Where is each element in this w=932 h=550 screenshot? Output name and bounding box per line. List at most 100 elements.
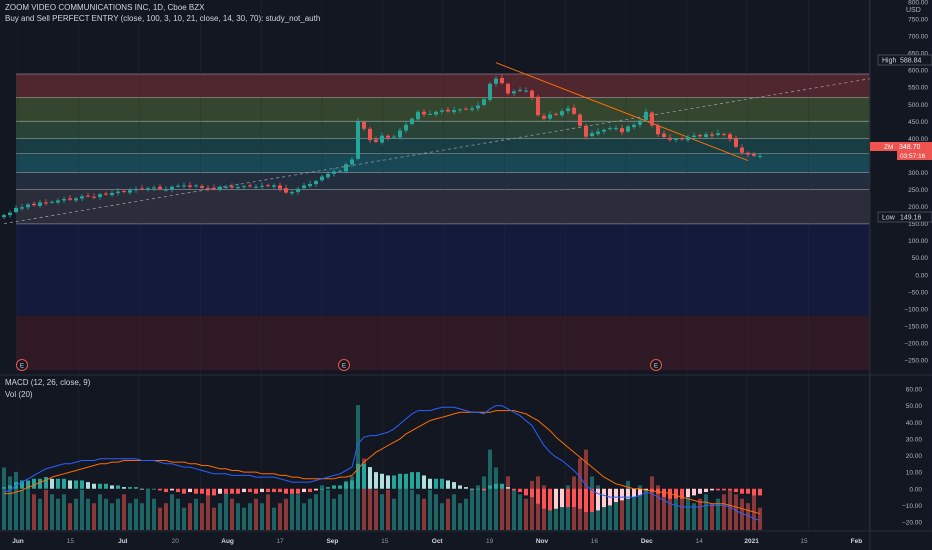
macd-histogram-bar xyxy=(350,480,354,489)
volume-bar xyxy=(410,489,414,530)
macd-histogram-bar xyxy=(80,480,84,489)
volume-bar xyxy=(566,485,570,530)
bar-countdown: 03:57:16 xyxy=(900,153,926,160)
macd-histogram-bar xyxy=(206,488,210,496)
volume-bar xyxy=(302,503,306,530)
price-zone xyxy=(16,189,870,224)
macd-histogram-bar xyxy=(494,483,498,489)
macd-histogram-bar xyxy=(434,478,438,489)
volume-bar xyxy=(398,485,402,530)
volume-bar xyxy=(20,489,24,530)
candle-body xyxy=(524,90,528,92)
macd-histogram xyxy=(2,463,762,513)
macd-histogram-bar xyxy=(692,488,696,496)
macd-histogram-bar xyxy=(134,487,138,489)
candle-body xyxy=(302,185,306,189)
price-zone xyxy=(16,73,870,98)
time-tick-label: Jun xyxy=(12,538,24,545)
candle-body xyxy=(656,125,660,135)
candle-body xyxy=(182,185,186,187)
candle-body xyxy=(50,201,54,203)
volume-bar xyxy=(278,503,282,530)
candle-body xyxy=(152,187,156,189)
volume-bar xyxy=(632,494,636,530)
macd-histogram-bar xyxy=(2,487,6,489)
volume-legend[interactable]: Vol (20) xyxy=(5,390,33,399)
last-price-badge: ZM 348.70 03:57:16 xyxy=(870,142,932,160)
volume-bar xyxy=(110,503,114,530)
volume-bar xyxy=(68,503,72,530)
macd-line xyxy=(3,405,761,521)
candle-body xyxy=(740,147,744,153)
candle-body xyxy=(566,108,570,112)
macd-histogram-bar xyxy=(590,488,594,513)
candle-body xyxy=(86,195,90,197)
macd-histogram-bar xyxy=(752,488,756,496)
price-zone xyxy=(16,172,870,190)
volume-bar xyxy=(692,503,696,530)
volume-bar xyxy=(314,494,318,530)
candle-body xyxy=(704,134,708,138)
volume-bar xyxy=(326,489,330,530)
volume-bar xyxy=(158,507,162,530)
volume-bar xyxy=(674,498,678,530)
candle-body xyxy=(470,108,474,110)
high-badge-label: High xyxy=(882,58,897,65)
volume-bar xyxy=(434,494,438,530)
macd-histogram-bar xyxy=(266,488,270,493)
volume-bar xyxy=(176,498,180,530)
candle-body xyxy=(314,181,318,185)
volume-bar xyxy=(206,494,210,530)
candle-body xyxy=(488,83,492,100)
time-axis[interactable]: Jun 15 Jul 20 Aug 17 Sep 15 Oct 19 Nov 16 Dec 14 2021 1… xyxy=(12,538,862,545)
candle-body xyxy=(38,202,42,206)
candle-body xyxy=(398,130,402,138)
candle-body xyxy=(614,128,618,130)
volume-bar xyxy=(512,489,516,530)
macd-axis[interactable]: 60.00 50.00 40.00 30.00 20.00 10.00 0.00 −10.00… xyxy=(902,387,922,527)
last-price-value: 348.70 xyxy=(899,144,921,151)
volume-bar xyxy=(254,498,258,530)
candle-body xyxy=(758,155,762,157)
volume-bar xyxy=(428,489,432,530)
price-zone xyxy=(16,223,870,316)
volume-bar xyxy=(374,489,378,530)
macd-histogram-bar xyxy=(410,472,414,489)
macd-histogram-bar xyxy=(212,488,216,496)
time-tick-label: 14 xyxy=(696,538,704,545)
volume-bar xyxy=(230,498,234,530)
macd-histogram-bar xyxy=(674,488,678,499)
indicator-legend[interactable]: Buy and Sell PERFECT ENTRY (close, 100, … xyxy=(5,14,321,23)
price-tick-label: 250.00 xyxy=(908,187,928,194)
macd-histogram-bar xyxy=(698,488,702,494)
candle-body xyxy=(254,186,258,188)
macd-histogram-bar xyxy=(98,483,102,489)
symbol-title[interactable]: ZOOM VIDEO COMMUNICATIONS INC, 1D, Cboe … xyxy=(5,3,205,12)
volume-bar xyxy=(464,498,468,530)
macd-legend[interactable]: MACD (12, 26, close, 9) xyxy=(5,378,91,387)
volume-bar xyxy=(662,489,666,530)
macd-histogram-bar xyxy=(182,488,186,494)
trendlines[interactable] xyxy=(3,62,871,225)
macd-histogram-bar xyxy=(224,488,228,494)
price-zone xyxy=(16,121,870,139)
volume-bar xyxy=(104,498,108,530)
volume-bar xyxy=(470,489,474,530)
volume-bar xyxy=(404,476,408,530)
time-tick-label: 15 xyxy=(67,538,75,545)
macd-histogram-bar xyxy=(482,488,486,491)
time-tick-label: 19 xyxy=(486,538,494,545)
volume-bar xyxy=(272,507,276,530)
macd-histogram-bar xyxy=(314,488,318,491)
volume-bar xyxy=(656,485,660,530)
volume-bar xyxy=(188,503,192,530)
macd-histogram-bar xyxy=(188,488,192,493)
candle-body xyxy=(194,185,198,187)
macd-histogram-bar xyxy=(368,467,372,489)
macd-tick-label: 0.00 xyxy=(909,486,922,493)
volume-bar xyxy=(704,494,708,530)
volume-bar xyxy=(86,498,90,530)
macd-histogram-bar xyxy=(362,463,366,489)
